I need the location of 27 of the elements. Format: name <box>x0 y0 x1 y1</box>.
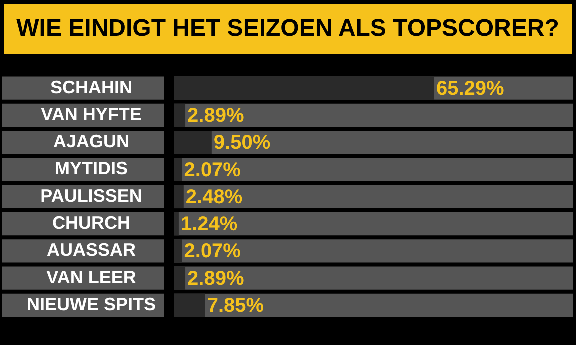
y-tick-label: PAULISSEN <box>40 186 142 206</box>
y-tick-label: VAN HYFTE <box>41 104 142 124</box>
y-tick-label: SCHAHIN <box>50 77 132 98</box>
bar <box>174 185 184 209</box>
data-label: 7.85% <box>207 294 264 317</box>
bar <box>174 104 186 128</box>
data-label: 1.24% <box>180 214 238 236</box>
data-label: 9.50% <box>214 132 271 154</box>
y-tick-label: NIEUWE SPITS <box>26 294 156 314</box>
bar <box>174 212 179 236</box>
y-tick-label: MYTIDIS <box>54 158 128 179</box>
y-tick-label: CHURCH <box>52 213 130 233</box>
data-label: 2.89% <box>188 268 244 290</box>
data-label: 2.07% <box>184 159 242 182</box>
chart-title: WIE EINDIGT HET SEIZOEN ALS TOPSCORER? <box>4 4 572 54</box>
bar <box>174 266 186 290</box>
data-label: 2.48% <box>186 186 243 208</box>
bar <box>174 294 206 318</box>
data-label: 2.07% <box>184 240 242 263</box>
y-tick-label: AUASSAR <box>46 240 136 260</box>
y-tick-label: AJAGUN <box>53 132 130 152</box>
y-tick-label: VAN LEER <box>46 267 136 288</box>
bar <box>174 158 182 182</box>
data-label: 2.89% <box>188 105 244 128</box>
data-label: 65.29% <box>436 78 505 100</box>
bar <box>174 240 182 263</box>
bar <box>174 130 212 154</box>
